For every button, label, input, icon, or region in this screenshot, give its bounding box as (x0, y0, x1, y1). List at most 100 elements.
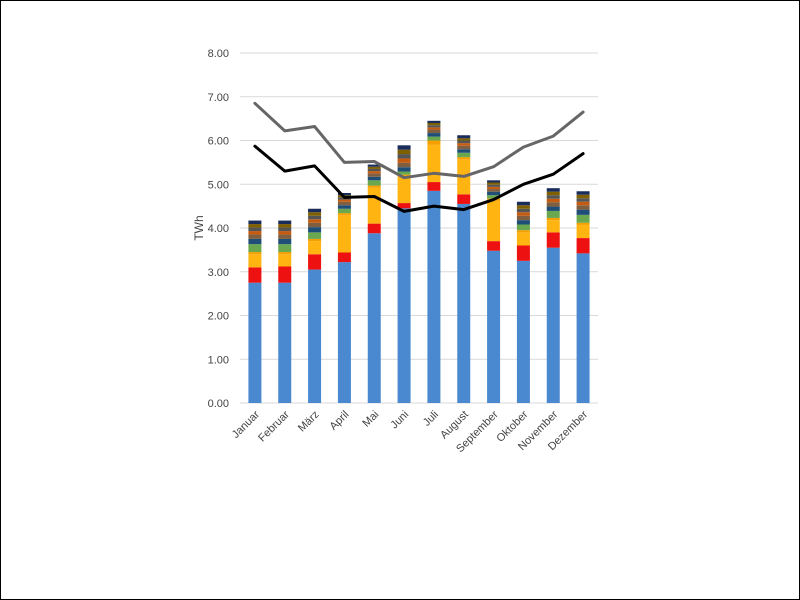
bar-segment (337, 213, 351, 216)
bar-segment (546, 188, 560, 192)
bar-segment (576, 198, 590, 202)
y-tick-label: 5.00 (208, 179, 229, 191)
bar-segment (457, 135, 471, 139)
bar-segment (457, 152, 471, 158)
bar-segment (308, 254, 322, 270)
bar-segment (248, 238, 262, 245)
bar-segment (278, 244, 292, 253)
x-tick-label: Februar (256, 408, 292, 444)
bar-segment (278, 234, 292, 239)
bar-segment (337, 201, 351, 206)
bar-segment (248, 282, 262, 403)
bar-segment (576, 205, 590, 210)
bar-segment (308, 219, 322, 223)
bar-segment (427, 120, 441, 123)
bar-segment (427, 133, 441, 137)
bar-segment (367, 164, 381, 167)
bar-segment (576, 224, 590, 239)
bar-segment (397, 149, 411, 155)
y-tick-label: 6.00 (208, 136, 229, 148)
bar-segment (516, 232, 530, 246)
bar-segment (427, 190, 441, 403)
bar-segment (487, 189, 501, 192)
bar-segment (487, 195, 501, 199)
bar-segment (516, 220, 530, 225)
bar-segment (248, 252, 262, 255)
y-tick-label: 4.00 (208, 223, 229, 235)
bar-segment (516, 260, 530, 403)
bar-segment (248, 220, 262, 225)
x-tick-label: April (327, 409, 351, 433)
bar-segment (278, 227, 292, 232)
bar-segment (248, 267, 262, 283)
bar-segment (248, 254, 262, 268)
bar-segment (397, 162, 411, 168)
bar-segment (248, 227, 262, 232)
series-line (253, 101, 585, 180)
bar-segment (308, 238, 322, 242)
bar-segment (308, 208, 322, 213)
line-series (253, 101, 585, 213)
bar-segment (516, 224, 530, 231)
bar-segment (367, 223, 381, 234)
bar-segment (516, 245, 530, 261)
bar-segment (397, 176, 411, 204)
bar-segment (367, 168, 381, 172)
bar-segment (576, 238, 590, 254)
bar-segment (337, 199, 351, 202)
y-tick-label: 8.00 (208, 48, 229, 60)
bar-segment (278, 282, 292, 403)
bar-segment (278, 224, 292, 228)
bar-segment (457, 149, 471, 153)
bar-segment (546, 191, 560, 196)
bar-segment (427, 144, 441, 183)
bar-segment (248, 231, 262, 235)
bar-segment (427, 136, 441, 141)
bar-segment (308, 227, 322, 233)
y-tick-label: 7.00 (208, 92, 229, 104)
bar-segment (457, 157, 471, 160)
bar-segment (427, 125, 441, 128)
bar-segment (427, 140, 441, 145)
bar-segment (367, 187, 381, 224)
bar-segment (367, 180, 381, 186)
bar-segment (397, 167, 411, 172)
bar-stacks (248, 120, 590, 403)
bar-segment (487, 191, 501, 196)
bar-segment (516, 201, 530, 206)
bar-segment (487, 186, 501, 190)
bar-segment (367, 233, 381, 403)
bar-segment (546, 247, 560, 403)
bar-segment (397, 171, 411, 175)
bar-segment (308, 232, 322, 239)
bar-segment (278, 238, 292, 245)
bar-segment (546, 220, 560, 233)
y-axis-label: TWh (192, 215, 206, 240)
bar-segment (248, 244, 262, 253)
x-tick-label: März (296, 409, 322, 435)
bar-segment (546, 210, 560, 218)
bar-segment (457, 138, 471, 141)
bar-segment (516, 208, 530, 213)
bar-segment (487, 184, 501, 187)
bar-segment (427, 127, 441, 130)
bar-segment (367, 171, 381, 174)
bar-segment (337, 252, 351, 263)
bar-segment (457, 194, 471, 204)
gridlines (240, 52, 598, 404)
bar-segment (576, 253, 590, 403)
bar-segment (308, 212, 322, 216)
bar-segment (576, 214, 590, 223)
bar-segment (248, 234, 262, 239)
bar-segment (487, 180, 501, 183)
bar-segment (546, 195, 560, 199)
bar-segment (367, 166, 381, 169)
bar-segment (278, 231, 292, 235)
bar-segment (337, 262, 351, 403)
bar-segment (278, 254, 292, 267)
bar-segment (546, 232, 560, 248)
x-tick-label: Juni (388, 409, 411, 432)
bar-segment (427, 123, 441, 126)
bar-segment (278, 266, 292, 283)
